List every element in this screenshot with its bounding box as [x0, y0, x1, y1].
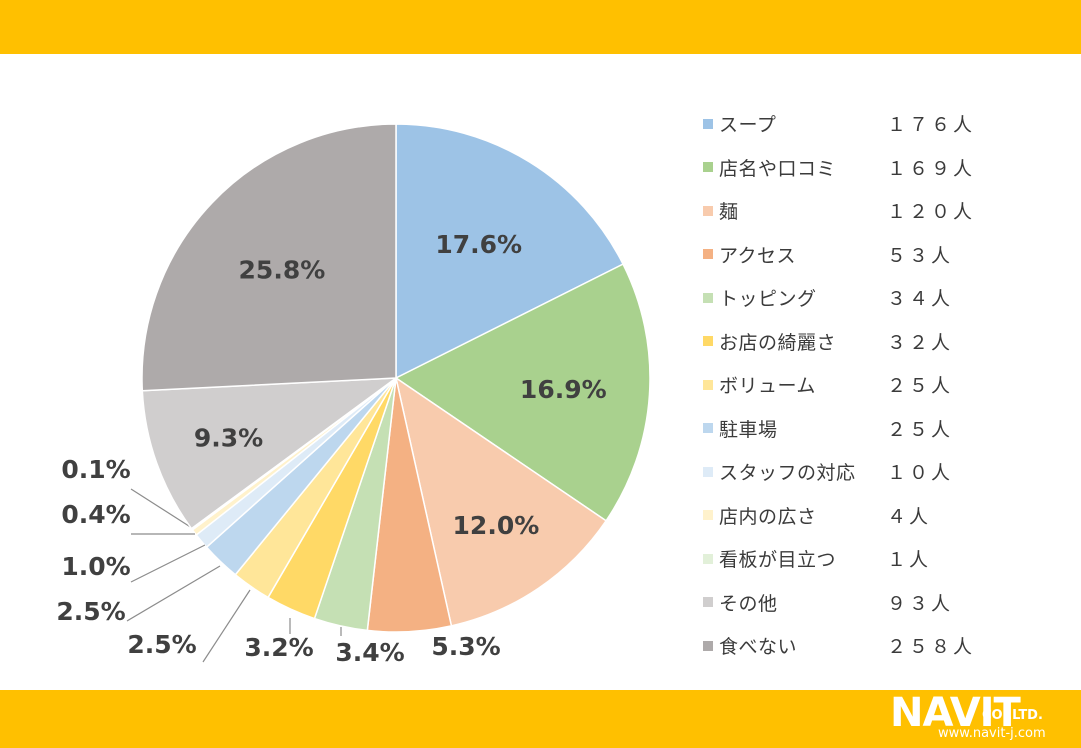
legend-label: 店内の広さ	[719, 505, 817, 528]
pie-slice	[394, 263, 651, 522]
legend-item: お店の綺麗さ ３２人	[703, 320, 1003, 364]
logo-company-suffix: CO.,LTD.	[982, 708, 1043, 723]
legend-swatch	[703, 336, 713, 347]
slice-percent-label: 25.8%	[239, 256, 326, 285]
slice-percent-label: 0.4%	[61, 500, 130, 529]
legend-label: 駐車場	[719, 418, 778, 441]
logo-url: www.navit-j.com	[938, 726, 1046, 741]
legend-item: 看板が目立つ １人	[703, 537, 1003, 581]
legend-swatch	[703, 205, 713, 216]
slice-percent-label: 2.5%	[127, 630, 196, 659]
legend-label: ボリューム	[719, 375, 816, 398]
leader-line	[130, 544, 206, 583]
legend-label: アクセス	[719, 244, 797, 267]
legend-count: ２５８人	[887, 636, 976, 659]
legend-item: スタッフの対応 １０人	[703, 450, 1003, 494]
legend-count: １７６人	[887, 114, 976, 137]
pie-slice	[395, 123, 625, 380]
legend-label: その他	[719, 592, 778, 615]
legend-count: ３２人	[887, 331, 954, 354]
slice-percent-label: 0.1%	[61, 455, 130, 484]
legend-swatch	[703, 553, 713, 564]
bottom-footer-band	[0, 690, 1081, 748]
slice-percent-label: 9.3%	[194, 424, 263, 453]
legend-swatch	[703, 379, 713, 390]
legend-swatch	[703, 510, 713, 521]
legend-count: ５３人	[887, 244, 954, 267]
slice-percent-label: 3.4%	[335, 638, 404, 667]
legend-item: アクセス ５３人	[703, 233, 1003, 277]
legend-count: １人	[887, 549, 932, 572]
slice-percent-label: 16.9%	[520, 375, 607, 404]
legend-item: その他 ９３人	[703, 581, 1003, 625]
legend-item: 店名や口コミ １６９人	[703, 146, 1003, 190]
legend-item: トッピング ３４人	[703, 276, 1003, 320]
legend-label: トッピング	[719, 288, 817, 311]
legend-count: １６９人	[887, 157, 976, 180]
legend-item: ボリューム ２５人	[703, 363, 1003, 407]
legend-label: スタッフの対応	[719, 462, 856, 485]
legend-count: ２５人	[887, 375, 954, 398]
legend-swatch	[703, 640, 713, 651]
leader-line	[202, 589, 251, 663]
legend-count: ２５人	[887, 418, 954, 441]
leader-line	[126, 565, 221, 622]
slice-percent-label: 12.0%	[453, 511, 540, 540]
legend-label: 食べない	[719, 636, 798, 659]
legend-swatch	[703, 162, 713, 173]
legend-item: 食べない ２５８人	[703, 624, 1003, 668]
slice-percent-label: 3.2%	[244, 633, 313, 662]
pie-slice	[394, 376, 608, 627]
legend-label: スープ	[719, 114, 777, 137]
legend-count: ９３人	[887, 592, 954, 615]
logo-wordmark: NAVIT	[890, 690, 1021, 736]
legend-swatch	[703, 118, 713, 129]
legend-swatch	[703, 423, 713, 434]
slice-percent-label: 1.0%	[61, 552, 130, 581]
legend-label: お店の綺麗さ	[719, 331, 837, 354]
legend-swatch	[703, 466, 713, 477]
legend-item: スープ １７６人	[703, 102, 1003, 146]
legend-count: １０人	[887, 462, 954, 485]
legend-swatch	[703, 292, 713, 303]
leader-line	[130, 488, 193, 529]
legend-swatch	[703, 597, 713, 608]
legend-count: ３４人	[887, 288, 954, 311]
legend-item: 店内の広さ ４人	[703, 494, 1003, 538]
slice-percent-label: 2.5%	[56, 597, 125, 626]
slice-percent-label: 5.3%	[431, 632, 500, 661]
legend-swatch	[703, 249, 713, 260]
navit-logo: NAVIT CO.,LTD. www.navit-j.com	[890, 690, 1075, 746]
legend-item: 麺 １２０人	[703, 189, 1003, 233]
pie-slice	[141, 377, 399, 530]
top-header-band	[0, 0, 1081, 54]
legend-count: ４人	[887, 505, 932, 528]
pie-slice	[141, 123, 397, 392]
legend-label: 麺	[719, 201, 739, 224]
chart-legend: スープ １７６人店名や口コミ １６９人麺 １２０人アクセス ５３人トッピング ３４人お店の…	[703, 102, 1003, 668]
legend-label: 店名や口コミ	[719, 157, 837, 180]
legend-item: 駐車場 ２５人	[703, 407, 1003, 451]
legend-count: １２０人	[887, 201, 976, 224]
legend-label: 看板が目立つ	[719, 549, 837, 572]
slice-percent-label: 17.6%	[435, 230, 522, 259]
